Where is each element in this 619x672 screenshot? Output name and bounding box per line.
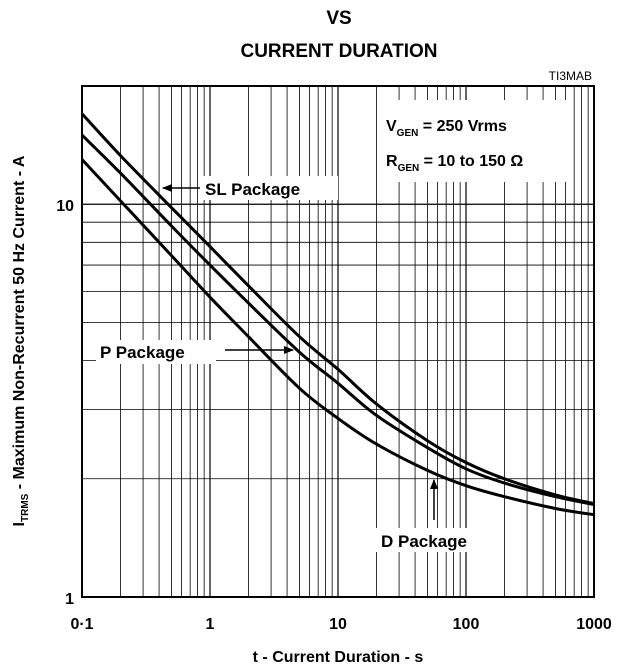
x-tick-label: 0·1 — [70, 616, 93, 633]
data-series — [80, 112, 595, 517]
series-line-d-package — [80, 158, 595, 517]
x-axis-label: t - Current Duration - s — [253, 649, 424, 666]
y-axis-label: ITRMS - Maximum Non-Recurrent 50 Hz Curr… — [11, 155, 31, 526]
condition-rgen-subscript: GEN — [398, 163, 420, 174]
annotation-p-package: P Package — [96, 340, 294, 364]
y-tick-labels: 1 10 — [56, 198, 74, 608]
plot-frame — [81, 85, 595, 598]
condition-rgen: RGEN = 10 to 150 Ω — [386, 153, 523, 174]
chart-title-line-1: VS — [326, 8, 351, 29]
x-tick-labels: 0·1 1 10 100 1000 — [70, 616, 611, 633]
x-tick-label: 1000 — [576, 616, 612, 633]
y-axis-label-symbol: I — [11, 522, 28, 526]
condition-vgen-text: = 250 Vrms — [418, 118, 507, 135]
annotation-d-package: D Package — [376, 479, 496, 552]
y-tick-label: 10 — [56, 198, 74, 215]
condition-vgen-subscript: GEN — [397, 128, 419, 139]
conditions-box-background — [380, 100, 568, 182]
chart-title-line-2: CURRENT DURATION — [240, 41, 437, 62]
series-line-sl-package — [80, 112, 595, 505]
grid-lines — [82, 86, 594, 597]
series-line-p-package — [80, 134, 595, 506]
annotation-p-package-label: P Package — [100, 343, 185, 362]
figure-id: TI3MAB — [549, 69, 592, 83]
condition-rgen-symbol: R — [386, 153, 398, 170]
x-tick-label: 100 — [453, 616, 480, 633]
condition-rgen-text: = 10 to 150 Ω — [419, 153, 523, 170]
x-tick-label: 1 — [206, 616, 215, 633]
y-axis-label-subscript: TRMS — [20, 493, 31, 522]
annotation-sl-package: SL Package — [162, 176, 338, 200]
condition-vgen: VGEN = 250 Vrms — [386, 118, 507, 139]
condition-vgen-symbol: V — [386, 118, 397, 135]
y-axis-label-rest: - Maximum Non-Recurrent 50 Hz Current - … — [11, 155, 28, 494]
annotation-sl-package-label: SL Package — [205, 180, 300, 199]
y-tick-label: 1 — [65, 591, 74, 608]
annotation-d-package-label: D Package — [381, 532, 467, 551]
x-tick-label: 10 — [329, 616, 347, 633]
